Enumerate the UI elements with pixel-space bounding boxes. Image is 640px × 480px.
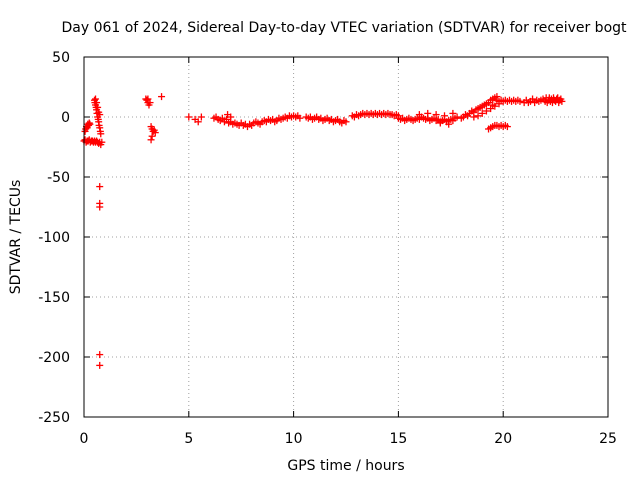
data-point [144,95,152,103]
data-point [92,95,100,103]
data-point [436,119,444,127]
y-tick-label: 0 [61,110,70,126]
data-point [482,107,490,115]
data-point [449,109,457,117]
data-point [98,138,106,146]
data-point [558,97,566,105]
data-points [80,93,566,369]
y-tick-label: -250 [38,410,70,426]
data-point [296,114,304,122]
data-point [445,120,453,128]
data-point [97,130,105,138]
y-tick-label: -100 [38,230,70,246]
axis-ticks: 0 5 10 15 20 25 -250 -200 -150 -100 -50 0 50 [38,50,617,447]
data-point [529,95,537,103]
y-tick-label: -150 [38,290,70,306]
data-point [151,129,159,137]
data-point [342,118,350,126]
data-point [96,351,104,359]
data-point [96,111,104,119]
data-point [489,101,497,109]
x-tick-label: 25 [599,431,617,447]
data-point [158,93,166,101]
data-point [94,103,102,111]
data-point [470,113,478,121]
data-point [194,118,202,126]
data-point [441,112,449,120]
data-point [415,111,423,119]
x-tick-label: 0 [80,431,89,447]
data-point [96,203,104,211]
data-point [96,183,104,191]
grid [84,57,608,417]
x-tick-label: 15 [389,431,407,447]
x-tick-label: 10 [285,431,303,447]
data-point [474,112,482,120]
data-point [146,99,154,107]
x-tick-label: 5 [184,431,193,447]
data-point [227,113,235,121]
data-point [185,113,193,121]
data-point [223,115,231,123]
data-point [147,136,155,144]
x-axis-label: GPS time / hours [287,458,404,474]
data-point [218,114,226,122]
data-point [478,109,486,117]
y-tick-label: 50 [52,50,70,66]
data-point [453,113,461,121]
y-tick-label: -200 [38,350,70,366]
y-tick-label: -50 [47,170,70,186]
data-point [96,361,104,369]
data-point [503,123,511,131]
data-point [93,99,101,107]
x-tick-label: 20 [494,431,512,447]
y-axis-label: SDTVAR / TECUs [8,180,24,295]
data-point [86,120,94,128]
plot-border [83,56,609,418]
data-point [197,113,205,121]
data-point [424,109,432,117]
data-point [432,111,440,119]
data-point [148,132,156,140]
data-point [487,105,495,113]
data-point [516,97,524,105]
chart-title: Day 061 of 2024, Sidereal Day-to-day VTE… [61,20,627,36]
